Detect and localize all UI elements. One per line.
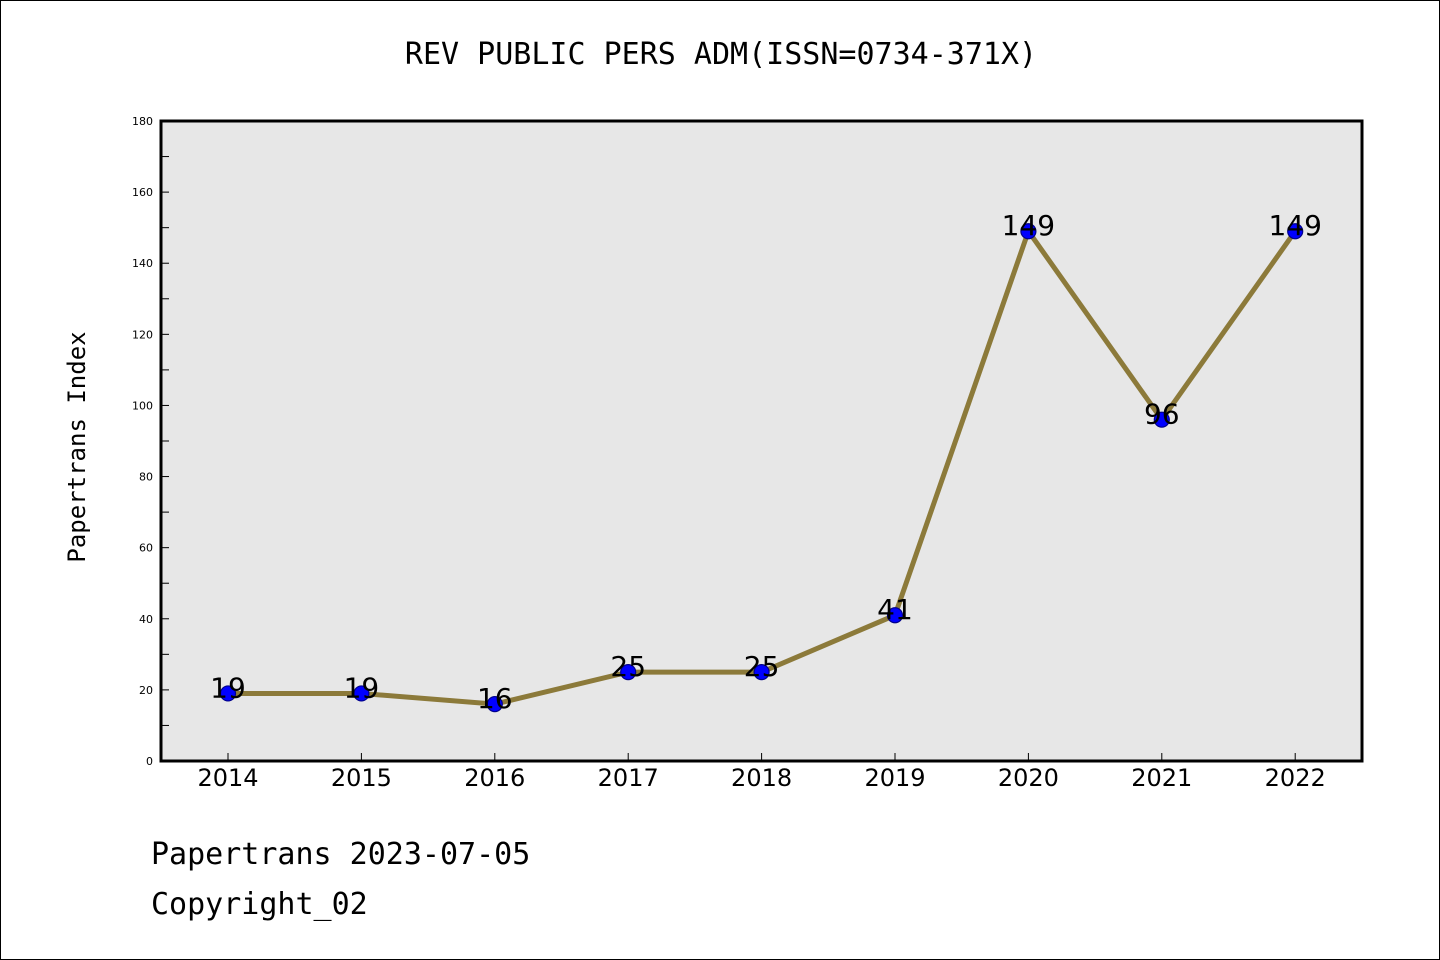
data-point <box>886 607 904 624</box>
x-tick-label: 2014 <box>197 764 258 792</box>
y-tick-label: 20 <box>139 684 153 697</box>
x-tick-label: 2019 <box>864 764 925 792</box>
y-tick-label: 140 <box>132 257 153 270</box>
y-tick-label: 0 <box>146 755 153 768</box>
data-point <box>353 685 370 702</box>
data-label: 41 <box>877 593 913 626</box>
y-axis: 0 20 40 60 80 100 120 140 160 180 <box>132 115 169 768</box>
data-label: 25 <box>610 650 646 683</box>
data-point <box>1153 411 1170 428</box>
data-point <box>1287 223 1304 240</box>
data-point <box>753 664 770 681</box>
x-tick-label: 2018 <box>731 764 792 792</box>
data-label: 149 <box>1268 209 1321 242</box>
x-tick-label: 2015 <box>331 764 392 792</box>
footer-copyright: Copyright_02 <box>151 887 368 922</box>
plot-frame <box>159 119 1364 763</box>
x-axis: 2014 2015 2016 2017 2018 2019 2020 2021 2022 <box>197 753 1326 792</box>
markers-group <box>219 223 1304 713</box>
data-point <box>486 696 503 713</box>
footer-date: Papertrans 2023-07-05 <box>151 837 531 872</box>
plot-area <box>161 121 1362 761</box>
y-tick-label: 60 <box>139 542 153 555</box>
data-point <box>1020 223 1037 240</box>
data-label: 96 <box>1144 398 1180 431</box>
data-point <box>219 685 237 702</box>
y-tick-label: 80 <box>139 471 153 484</box>
x-tick-label: 2016 <box>464 764 525 792</box>
chart-title: REV PUBLIC PERS ADM(ISSN=0734-371X) <box>404 37 1038 72</box>
x-tick-label: 2022 <box>1265 764 1326 792</box>
y-axis-label: Papertrans Index <box>63 331 91 562</box>
y-tick-label: 120 <box>132 328 153 341</box>
y-tick-label: 180 <box>132 115 153 128</box>
data-label: 25 <box>744 650 780 683</box>
y-tick-label: 100 <box>132 399 153 412</box>
data-labels-group: 19 19 16 25 25 41 149 96 149 <box>210 209 1322 715</box>
y-tick-label: 40 <box>139 613 153 626</box>
x-tick-label: 2021 <box>1131 764 1192 792</box>
y-tick-label: 160 <box>132 186 153 199</box>
data-label: 19 <box>344 671 380 704</box>
x-tick-label: 2017 <box>598 764 659 792</box>
data-label: 19 <box>210 671 246 704</box>
data-label: 149 <box>1002 209 1055 242</box>
x-tick-label: 2020 <box>998 764 1059 792</box>
data-point <box>620 664 637 681</box>
data-label: 16 <box>477 682 513 715</box>
